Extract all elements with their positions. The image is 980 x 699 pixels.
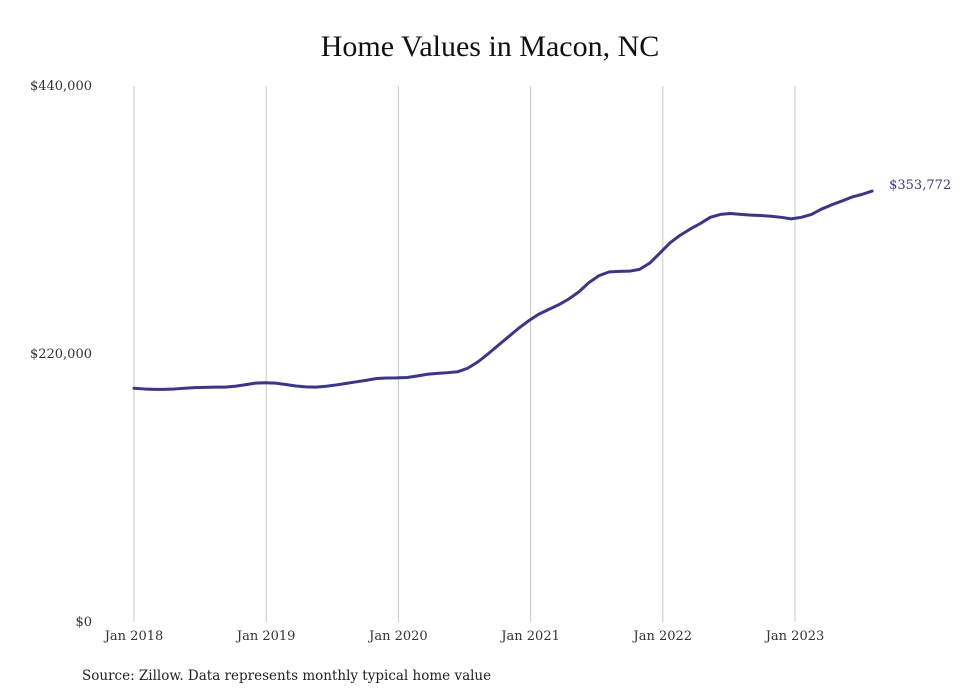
y-tick-label: $440,000 [30, 79, 92, 94]
y-axis-tick-labels: $0 $220,000 $440,000 [30, 79, 92, 630]
x-tick-label: Jan 2018 [103, 629, 164, 644]
home-value-line [132, 189, 874, 391]
x-tick-label: Jan 2021 [499, 629, 560, 644]
x-axis-tick-labels: Jan 2018 Jan 2019 Jan 2020 Jan 2021 Jan 2022… [103, 629, 825, 644]
chart-title: Home Values in Macon, NC [320, 30, 660, 63]
latest-value-label: $353,772 [889, 178, 951, 193]
y-tick-label: $220,000 [30, 347, 92, 362]
x-tick-label: Jan 2020 [367, 629, 428, 644]
source-note: Source: Zillow. Data represents monthly … [82, 668, 492, 684]
x-tick-label: Jan 2019 [235, 629, 296, 644]
gridlines [133, 86, 796, 622]
x-tick-label: Jan 2022 [632, 629, 693, 644]
y-tick-label: $0 [75, 615, 92, 630]
x-tick-label: Jan 2023 [764, 629, 825, 644]
